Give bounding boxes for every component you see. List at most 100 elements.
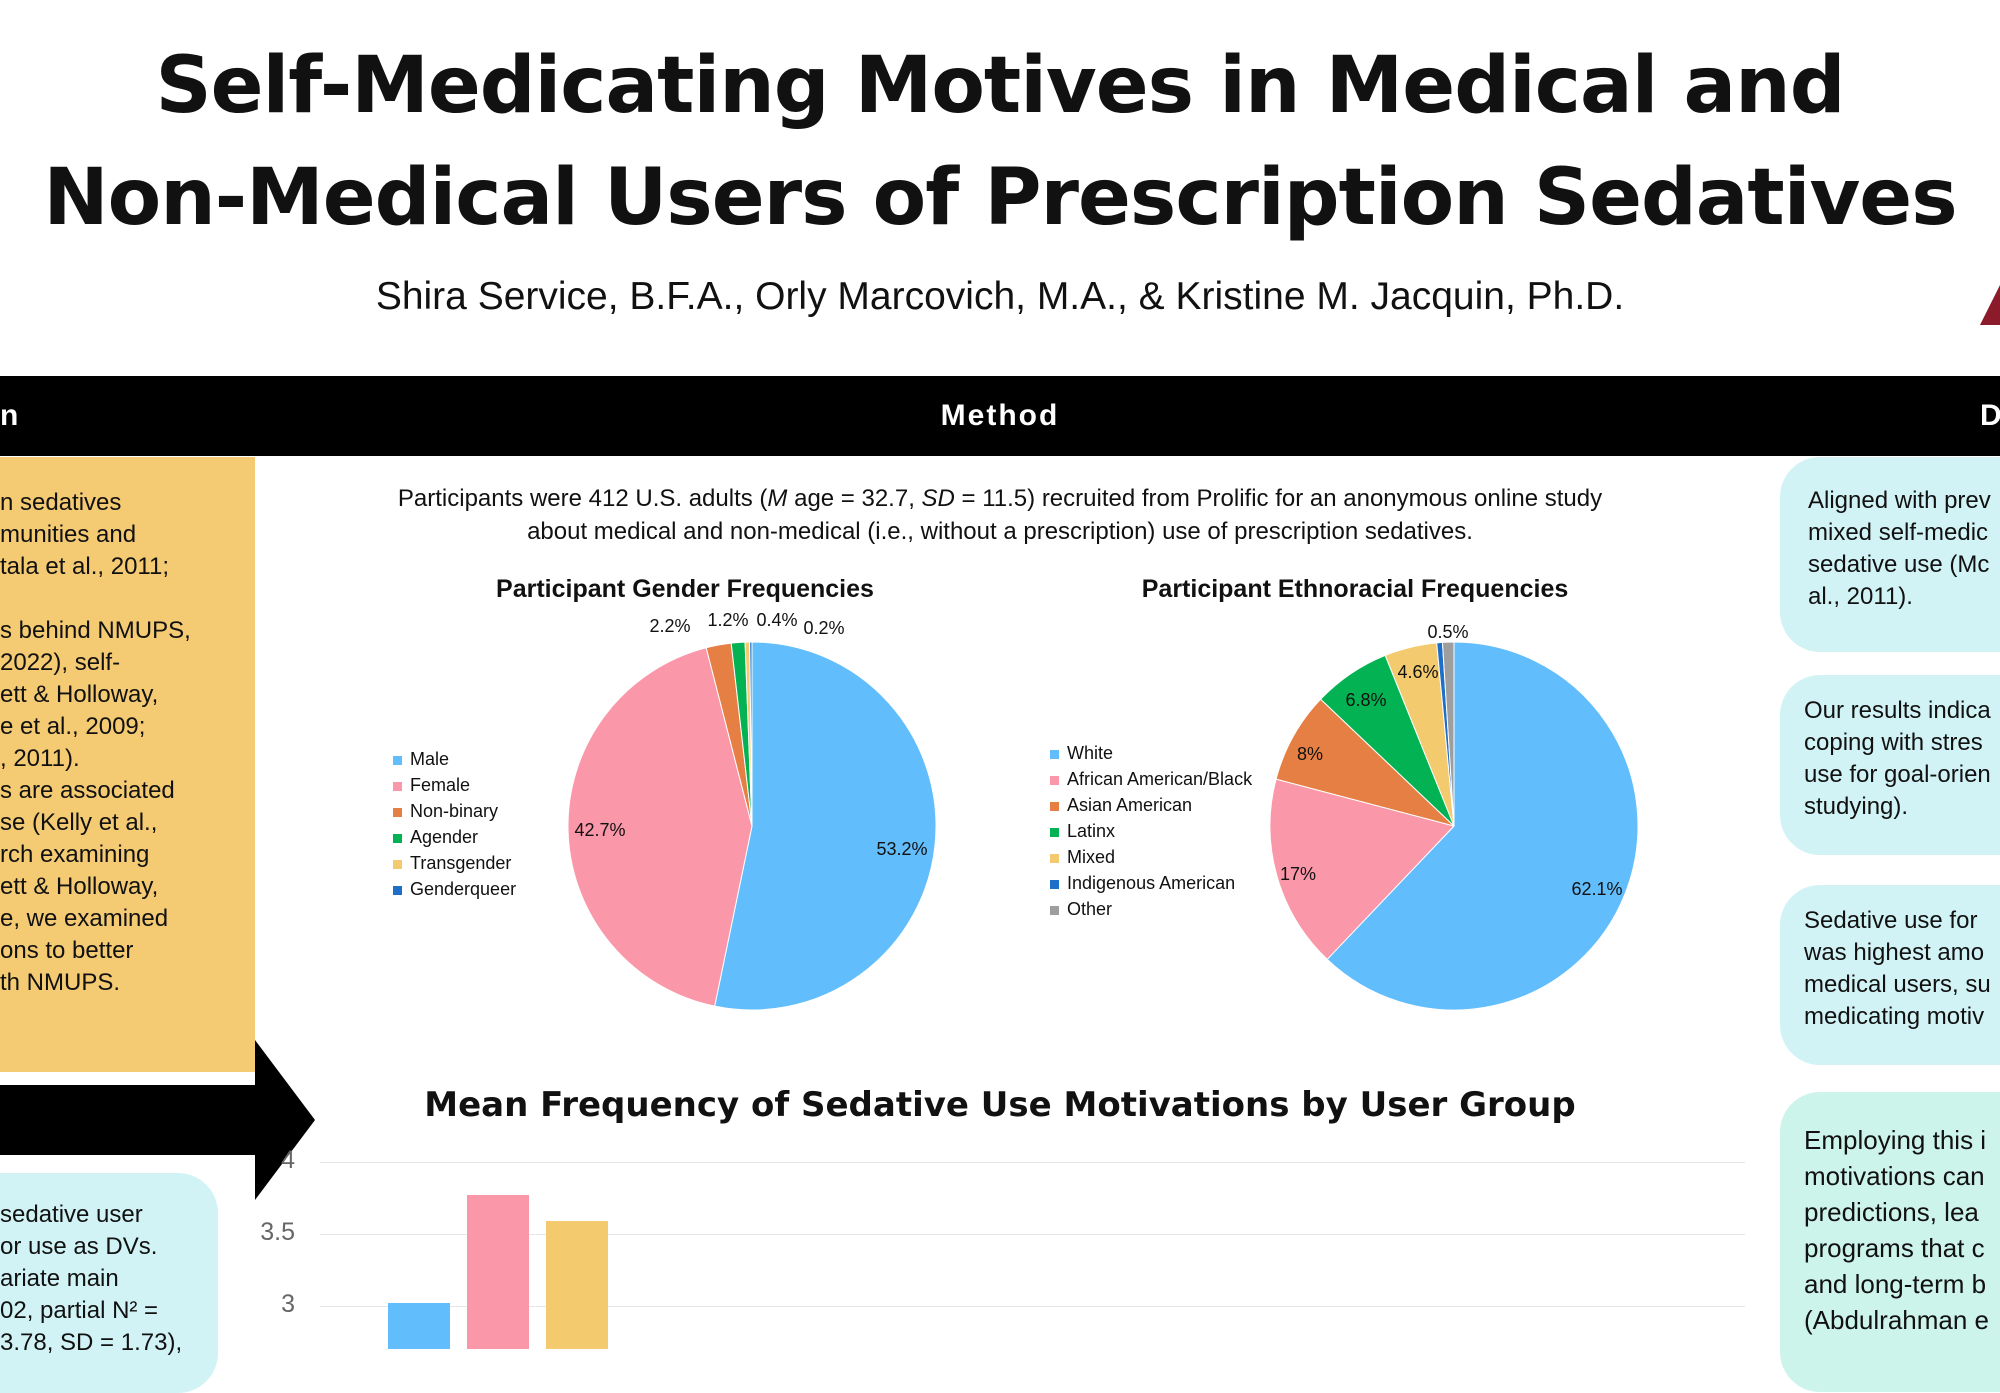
discussion-text-2: Our results indica coping with stres use f…: [1804, 695, 1991, 823]
discussion-4-line: predictions, lea: [1804, 1197, 1979, 1227]
pie-slice-female: [567, 647, 753, 1007]
pie-value-label: 0.4%: [756, 610, 797, 630]
legend-label: Mixed: [1067, 847, 1116, 867]
y-tick-label: 3: [281, 1290, 295, 1318]
pie-slice-male: [714, 641, 937, 1011]
y-tick-label: 3.5: [260, 1218, 295, 1246]
method-line-1-a: Participants were 412 U.S. adults (: [397, 485, 768, 512]
legend-swatch: [1050, 749, 1059, 759]
pie-value-label: 53.2%: [876, 839, 927, 859]
discussion-4-line: (Abdulrahman e: [1804, 1305, 1989, 1335]
discussion-4-line: and long-term b: [1804, 1269, 1987, 1299]
pie-value-label: 62.1%: [1571, 879, 1622, 899]
gridline: [320, 1162, 1745, 1163]
discussion-text-1: Aligned with prev mixed self-medic sedativ…: [1808, 485, 1991, 613]
intro-line: s are associated: [0, 777, 175, 804]
pie-value-label: 17%: [1280, 864, 1316, 884]
intro-line: e, we examined: [0, 905, 169, 932]
legend-item: Agender: [393, 824, 516, 850]
discussion-4-line: motivations can: [1804, 1161, 1985, 1191]
intro-line: 2022), self-: [0, 649, 121, 676]
legend-item: Transgender: [393, 850, 516, 876]
pie-value-label: 0.5%: [1427, 622, 1468, 642]
discussion-4-line: programs that c: [1804, 1233, 1985, 1263]
discussion-3-line: was highest amo: [1804, 939, 1985, 966]
discussion-1-line: al., 2011).: [1808, 583, 1913, 610]
discussion-4-line: Employing this i: [1804, 1125, 1987, 1155]
ethnoracial-pie-chart: 62.1% 17% 8% 6.8% 4.6% 0.5%: [1269, 622, 1639, 1011]
gridline: [320, 1306, 1745, 1307]
legend-swatch: [393, 781, 402, 791]
ethnoracial-chart-title: Participant Ethnoracial Frequencies: [1141, 575, 1569, 603]
discussion-1-line: Aligned with prev: [1808, 487, 1991, 514]
gridline: [320, 1234, 1745, 1235]
legend-label: Agender: [410, 827, 479, 847]
legend-item: Latinx: [1050, 818, 1252, 844]
intro-line: th NMUPS.: [0, 969, 121, 996]
legend-label: African American/Black: [1067, 769, 1253, 789]
legend-label: Asian American: [1067, 795, 1193, 815]
intro-line: ett & Holloway,: [0, 681, 159, 708]
discussion-3-line: medical users, su: [1804, 971, 1991, 998]
intro-line: ons to better: [0, 937, 134, 964]
ethnoracial-legend: White African American/Black Asian America…: [1050, 740, 1252, 922]
pie-value-label: 42.7%: [574, 820, 625, 840]
pie-slice-white: [1326, 641, 1639, 1011]
legend-swatch: [393, 833, 402, 843]
y-tick-label: 4: [281, 1146, 295, 1174]
legend-label: White: [1067, 743, 1114, 763]
legend-item: Female: [393, 772, 516, 798]
intro-header-fragment: n: [0, 399, 21, 432]
method-line-1-b: age = 32.7,: [787, 485, 922, 512]
poster-title: Self-Medicating Motives in Medical and N…: [0, 30, 2000, 254]
pie-value-label: 0.2%: [803, 618, 844, 638]
discussion-1-line: sedative use (Mc: [1808, 551, 1990, 578]
legend-swatch: [393, 807, 402, 817]
gender-chart-title: Participant Gender Frequencies: [496, 575, 874, 603]
gender-pie-chart: 53.2% 42.7% 2.2% 1.2% 0.4% 0.2%: [567, 610, 937, 1011]
legend-swatch: [1050, 879, 1059, 889]
legend-label: Transgender: [410, 853, 512, 873]
legend-swatch: [1050, 775, 1059, 785]
intro-line: n sedatives: [0, 489, 122, 516]
intro-line: tala et al., 2011;: [0, 553, 170, 580]
legend-item: Asian American: [1050, 792, 1252, 818]
legend-label: Genderqueer: [410, 879, 517, 899]
legend-item: Mixed: [1050, 844, 1252, 870]
legend-item: Indigenous American: [1050, 870, 1252, 896]
discussion-3-line: Sedative use for: [1804, 907, 1978, 934]
legend-item: African American/Black: [1050, 766, 1252, 792]
intro-line: se (Kelly et al.,: [0, 809, 158, 836]
logo-icon: [1980, 285, 2000, 325]
pie-value-label: 1.2%: [707, 610, 748, 630]
legend-item: Other: [1050, 896, 1252, 922]
discussion-header-fragment: D: [1980, 399, 2000, 432]
pie-slice-genderqueer: [749, 641, 753, 827]
gender-legend: Male Female Non-binary Agender Transgender Ge…: [393, 746, 516, 902]
legend-label: Latinx: [1067, 821, 1116, 841]
discussion-text-4: Employing this i motivations can predictio…: [1804, 1122, 1989, 1338]
intro-line: , 2011).: [0, 745, 80, 772]
legend-item: Genderqueer: [393, 876, 516, 902]
results-line: or use as DVs.: [0, 1233, 158, 1260]
method-header: Method: [940, 399, 1060, 432]
legend-swatch: [1050, 801, 1059, 811]
legend-item: Male: [393, 746, 516, 772]
pie-value-label: 8%: [1297, 744, 1323, 764]
results-line: ariate main: [0, 1265, 119, 1292]
discussion-box-4: Employing this i motivations can predictio…: [1780, 1092, 2000, 1392]
legend-swatch: [393, 859, 402, 869]
bar: [467, 1195, 529, 1349]
legend-label: Male: [410, 749, 450, 769]
discussion-2-line: use for goal-orien: [1804, 761, 1991, 788]
discussion-2-line: studying).: [1804, 793, 1909, 820]
authors: Shira Service, B.F.A., Orly Marcovich, M…: [375, 275, 1625, 318]
legend-label: Female: [410, 775, 471, 795]
discussion-text-3: Sedative use for was highest amo medical u…: [1804, 905, 1991, 1033]
title-line-1: Self-Medicating Motives in Medical and: [155, 41, 1845, 131]
legend-swatch: [393, 755, 402, 765]
legend-swatch: [1050, 827, 1059, 837]
legend-label: Other: [1067, 899, 1113, 919]
discussion-2-line: coping with stres: [1804, 729, 1983, 756]
bar-chart-title: Mean Frequency of Sedative Use Motivatio…: [424, 1085, 1576, 1125]
